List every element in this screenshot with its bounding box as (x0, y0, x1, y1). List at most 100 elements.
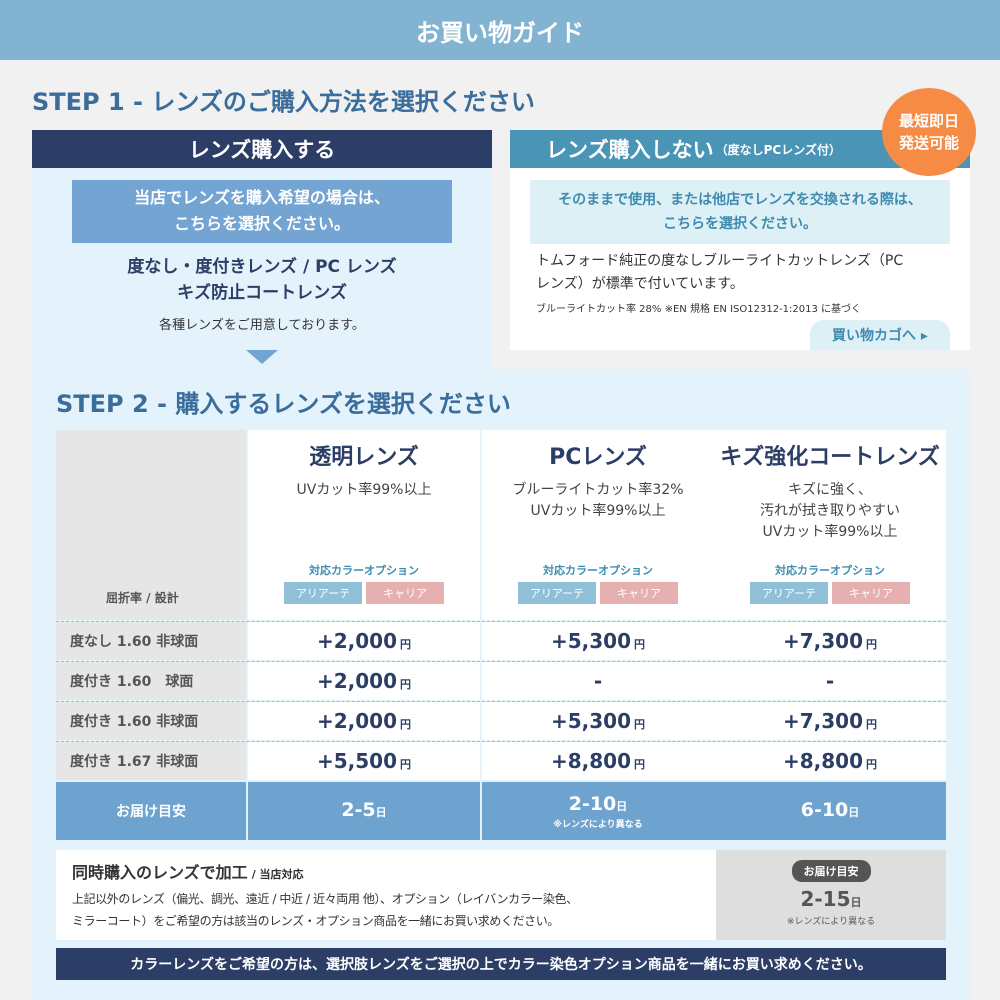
price-cell[interactable]: +5,300 円 (482, 702, 714, 740)
price-value: +2,000 (316, 629, 398, 653)
yen-unit: 円 (634, 758, 646, 771)
delivery-value: 2-10 (568, 792, 617, 815)
price-value: +2,000 (316, 669, 398, 693)
color-option-label: 対応カラーオプション (309, 564, 419, 577)
price-value: +8,800 (550, 749, 632, 773)
price-cell[interactable]: +2,000 円 (248, 702, 480, 740)
price-cell[interactable]: - (714, 662, 946, 700)
lens-desc: ブルーライトカット率32% UVカット率99%以上 (482, 480, 714, 522)
row-divider (56, 701, 946, 702)
price-value: +5,300 (550, 709, 632, 733)
color-tag: キャリア (366, 582, 444, 604)
day-unit: 日 (848, 805, 860, 819)
delivery-pill: お届け目安 (791, 860, 871, 882)
arrow-down-icon (246, 350, 278, 364)
label-header: 屈折率 / 設計 (56, 430, 246, 620)
price-cell[interactable]: +2,000 円 (248, 662, 480, 700)
step2-title: STEP 2 - 購入するレンズを選択ください (56, 390, 511, 418)
yen-unit: 円 (400, 718, 412, 731)
row-label: 度付き 1.60 非球面 (56, 702, 246, 740)
delivery-cell: 2-5日 (248, 782, 480, 840)
delivery-value: 2-15 (800, 887, 851, 911)
lens-types-line: キズ防止コートレンズ (177, 283, 347, 303)
processing-line: ミラーコート）をご希望の方は該当のレンズ・オプション商品を一緒にお買い求めくださ… (72, 914, 559, 928)
row-label: 度付き 1.67 非球面 (56, 742, 246, 780)
box-line: こちらを選択ください。 (663, 216, 817, 232)
day-unit: 日 (850, 896, 862, 909)
lens-desc-line: UVカット率99%以上 (762, 524, 898, 540)
price-value: +8,800 (782, 749, 864, 773)
box-line: そのままで使用、または他店でレンズを交換される際は、 (558, 192, 922, 208)
yen-unit: 円 (866, 718, 878, 731)
price-cell[interactable]: +8,800 円 (714, 742, 946, 780)
processing-title-sub: / 当店対応 (251, 868, 304, 881)
heading-text: レンズ購入しない (546, 138, 714, 162)
day-unit: 日 (616, 799, 628, 813)
heading-sub: （度なしPCレンズ付） (715, 142, 841, 157)
footer-note: カラーレンズをご希望の方は、選択肢レンズをご選択の上でカラー染色オプション商品を… (56, 948, 946, 980)
yen-unit: 円 (866, 758, 878, 771)
row-label: 度付き 1.60 球面 (56, 662, 246, 700)
price-cell[interactable]: - (482, 662, 714, 700)
yen-unit: 円 (634, 718, 646, 731)
row-divider (56, 621, 946, 622)
yen-unit: 円 (400, 758, 412, 771)
yen-unit: 円 (866, 638, 878, 651)
price-cell[interactable]: +8,800 円 (482, 742, 714, 780)
color-tag: アリアーテ (284, 582, 362, 604)
buy-lens-panel[interactable] (32, 130, 492, 370)
buy-lens-heading[interactable]: レンズ購入する (32, 130, 492, 168)
lens-column[interactable]: PCレンズ ブルーライトカット率32% UVカット率99%以上 対応カラーオプションア… (482, 430, 714, 620)
lens-title: キズ強化コートレンズ (720, 445, 940, 470)
same-day-badge: 最短即日 発送可能 (882, 88, 976, 176)
badge-line: 発送可能 (898, 134, 959, 152)
row-divider (56, 741, 946, 742)
lens-column[interactable]: キズ強化コートレンズキズに強く、汚れが拭き取りやすい UVカット率99%以上 対応カ… (714, 430, 946, 620)
processing-box: 同時購入のレンズで加工 / 当店対応 上記以外のレンズ（偏光、調光、遠近 / 中近… (56, 850, 716, 940)
price-cell[interactable]: +2,000 円 (248, 622, 480, 660)
row-divider (56, 661, 946, 662)
price-cell[interactable]: +7,300 円 (714, 622, 946, 660)
lens-desc: UVカット率99%以上 (248, 480, 480, 501)
color-option-label: 対応カラーオプション (543, 564, 653, 577)
step1-title: STEP 1 - レンズのご購入方法を選択ください (32, 88, 535, 116)
lens-types-line: 度なし・度付きレンズ / PC レンズ (127, 257, 397, 277)
lens-desc-line: UVカット率99%以上 (530, 503, 666, 519)
price-value: +2,000 (316, 709, 398, 733)
lens-column[interactable]: 透明レンズ UVカット率99%以上 対応カラーオプションアリアーテ キャリア (248, 430, 480, 620)
no-lens-box: そのままで使用、または他店でレンズを交換される際は、 こちらを選択ください。 (530, 180, 950, 244)
lens-desc-line: ブルーライトカット率32% (512, 482, 684, 498)
lens-desc-line: UVカット率99%以上 (296, 482, 432, 498)
price-cell[interactable]: +5,300 円 (482, 622, 714, 660)
fine-print: ブルーライトカット率 28% ※EN 規格 EN ISO12312-1:2013… (536, 304, 862, 315)
color-tag: アリアーテ (518, 582, 596, 604)
no-lens-desc: トムフォード純正の度なしブルーライトカットレンズ（PC レンズ）が標準で付いていま… (536, 250, 903, 296)
lens-title: 透明レンズ (309, 445, 419, 470)
delivery-cell: 6-10日 (714, 782, 946, 840)
color-tag: キャリア (832, 582, 910, 604)
page-header: お買い物ガイド (0, 0, 1000, 60)
delivery-note: ※レンズにより異なる (786, 917, 876, 927)
delivery-value: 2-5 (341, 798, 376, 821)
yen-unit: 円 (400, 638, 412, 651)
day-unit: 日 (375, 805, 387, 819)
delivery-cell: 2-10日 ※レンズにより異なる (482, 782, 714, 840)
buy-lens-box: 当店でレンズを購入希望の場合は、 こちらを選択ください。 (72, 180, 452, 243)
price-value: +7,300 (782, 709, 864, 733)
cart-button[interactable]: 買い物カゴへ ▸ (810, 320, 950, 350)
desc-line: トムフォード純正の度なしブルーライトカットレンズ（PC (536, 253, 904, 269)
box-line: 当店でレンズを購入希望の場合は、 (134, 188, 390, 207)
price-cell[interactable]: +5,500 円 (248, 742, 480, 780)
yen-unit: 円 (634, 638, 646, 651)
price-value: - (825, 669, 835, 693)
price-cell[interactable]: +7,300 円 (714, 702, 946, 740)
color-option-label: 対応カラーオプション (775, 564, 885, 577)
lens-desc-line: キズに強く、 (788, 482, 872, 498)
lens-desc-line: 汚れが拭き取りやすい (760, 503, 900, 519)
delivery-value: 6-10 (800, 798, 849, 821)
color-tag: アリアーテ (750, 582, 828, 604)
delivery-note: ※レンズにより異なる (553, 819, 643, 830)
price-value: +7,300 (782, 629, 864, 653)
color-tag: キャリア (600, 582, 678, 604)
lens-desc: キズに強く、汚れが拭き取りやすい UVカット率99%以上 (714, 480, 946, 543)
